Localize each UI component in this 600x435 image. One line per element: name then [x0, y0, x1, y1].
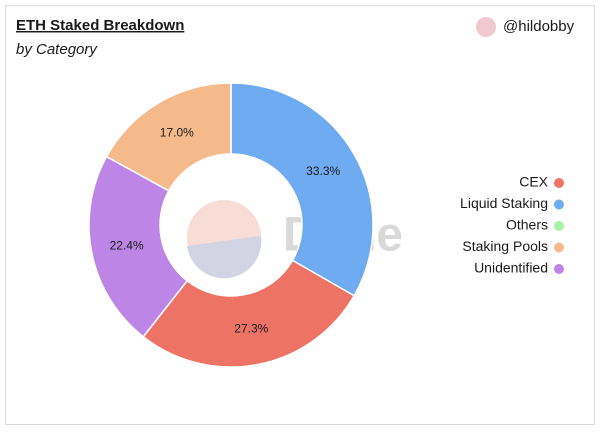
legend-label: Staking Pools — [462, 238, 548, 254]
slice-label: 27.3% — [234, 322, 268, 336]
legend-label: CEX — [519, 174, 548, 190]
chart-subtitle: by Category — [16, 41, 98, 58]
chart-title: ETH Staked Breakdown — [16, 17, 184, 34]
slice-label: 33.3% — [306, 164, 340, 178]
slice — [88, 155, 189, 338]
slice — [230, 82, 374, 297]
legend-swatch — [554, 221, 564, 231]
avatar — [476, 17, 496, 37]
legend-swatch — [554, 242, 564, 253]
legend-swatch — [554, 264, 564, 274]
slice-label: 17.0% — [160, 126, 194, 140]
watermark-icon — [187, 200, 262, 279]
slice — [105, 82, 232, 192]
legend-label: Liquid Staking — [460, 195, 548, 211]
legend-label: Others — [506, 217, 548, 233]
legend-swatch — [554, 199, 564, 210]
slice — [142, 259, 356, 368]
legend-swatch — [554, 178, 564, 188]
author: @hildobby — [503, 18, 575, 35]
legend-label: Unidentified — [474, 260, 548, 276]
slice-label: 22.4% — [110, 238, 144, 252]
